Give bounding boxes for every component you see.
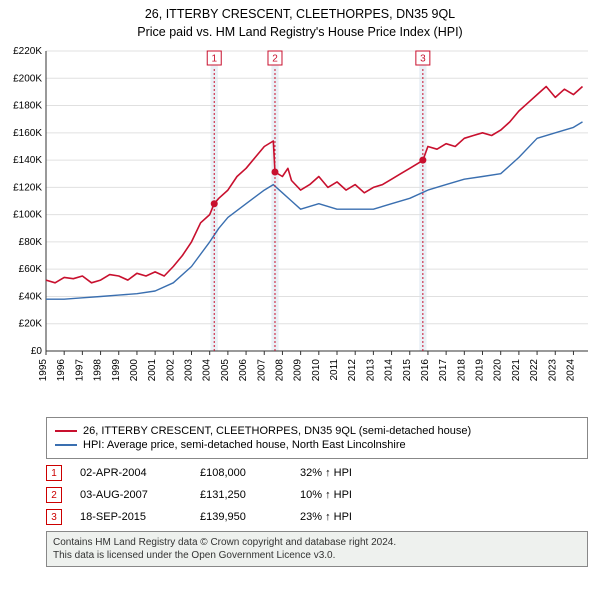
svg-text:£180K: £180K [13,101,42,112]
svg-text:2011: 2011 [329,359,340,381]
marker-badge: 1 [46,465,62,481]
marker-row: 2 03-AUG-2007 £131,250 10% ↑ HPI [46,487,588,503]
marker-price: £131,250 [200,489,300,501]
svg-text:£40K: £40K [19,291,43,302]
svg-text:2008: 2008 [274,359,285,382]
svg-text:2021: 2021 [511,359,522,382]
legend-label: HPI: Average price, semi-detached house,… [83,439,406,451]
svg-text:2010: 2010 [311,359,322,382]
svg-text:£80K: £80K [19,237,43,248]
legend-swatch [55,444,77,446]
marker-delta: 23% ↑ HPI [300,511,420,523]
svg-text:2024: 2024 [565,359,576,382]
marker-row: 3 18-SEP-2015 £139,950 23% ↑ HPI [46,509,588,525]
svg-text:2000: 2000 [129,359,140,382]
svg-text:2007: 2007 [256,359,267,382]
marker-date: 03-AUG-2007 [80,489,200,501]
svg-text:2016: 2016 [420,359,431,382]
svg-text:£100K: £100K [13,210,42,221]
svg-text:1996: 1996 [56,359,67,382]
marker-badge: 3 [46,509,62,525]
legend: 26, ITTERBY CRESCENT, CLEETHORPES, DN35 … [46,417,588,459]
marker-price: £108,000 [200,467,300,479]
svg-text:£0: £0 [31,346,43,357]
svg-text:2013: 2013 [365,359,376,382]
svg-text:2019: 2019 [475,359,486,382]
svg-text:2003: 2003 [184,359,195,382]
chart-svg: £0 £20K £40K £60K £80K £100K £120K £140K £160K £1… [0,43,600,413]
svg-text:3: 3 [420,54,426,65]
legend-swatch [55,430,77,432]
chart-plot: £0 £20K £40K £60K £80K £100K £120K £140K £160K £1… [0,43,600,413]
legend-item: HPI: Average price, semi-detached house,… [55,439,579,451]
chart-container: 26, ITTERBY CRESCENT, CLEETHORPES, DN35 … [0,0,600,567]
footer: Contains HM Land Registry data © Crown c… [46,531,588,567]
marker-delta: 10% ↑ HPI [300,489,420,501]
title-block: 26, ITTERBY CRESCENT, CLEETHORPES, DN35 … [0,0,600,43]
svg-text:1997: 1997 [74,359,85,382]
svg-text:2020: 2020 [493,359,504,382]
marker-date: 02-APR-2004 [80,467,200,479]
svg-text:2006: 2006 [238,359,249,382]
title-line-2: Price paid vs. HM Land Registry's House … [0,24,600,42]
svg-text:2001: 2001 [147,359,158,382]
svg-text:£160K: £160K [13,128,42,139]
svg-text:2014: 2014 [384,359,395,382]
svg-text:2009: 2009 [293,359,304,382]
svg-text:£140K: £140K [13,155,42,166]
title-line-1: 26, ITTERBY CRESCENT, CLEETHORPES, DN35 … [0,6,600,24]
svg-text:1999: 1999 [111,359,122,382]
svg-text:£200K: £200K [13,73,42,84]
svg-text:1: 1 [211,54,217,65]
footer-line-1: Contains HM Land Registry data © Crown c… [53,536,581,549]
svg-text:2002: 2002 [165,359,176,382]
footer-line-2: This data is licensed under the Open Gov… [53,549,581,562]
legend-item: 26, ITTERBY CRESCENT, CLEETHORPES, DN35 … [55,425,579,437]
legend-label: 26, ITTERBY CRESCENT, CLEETHORPES, DN35 … [83,425,471,437]
svg-text:2012: 2012 [347,359,358,382]
marker-price: £139,950 [200,511,300,523]
svg-text:£220K: £220K [13,46,42,57]
marker-delta: 32% ↑ HPI [300,467,420,479]
svg-text:2015: 2015 [402,359,413,382]
svg-text:1998: 1998 [93,359,104,382]
svg-text:2017: 2017 [438,359,449,382]
marker-badge: 2 [46,487,62,503]
markers-table: 1 02-APR-2004 £108,000 32% ↑ HPI 2 03-AU… [46,465,588,525]
svg-text:£60K: £60K [19,264,43,275]
svg-text:2004: 2004 [202,359,213,382]
svg-text:2005: 2005 [220,359,231,382]
svg-text:2023: 2023 [547,359,558,382]
svg-text:2022: 2022 [529,359,540,382]
marker-date: 18-SEP-2015 [80,511,200,523]
svg-text:£20K: £20K [19,319,43,330]
svg-text:2018: 2018 [456,359,467,382]
marker-row: 1 02-APR-2004 £108,000 32% ↑ HPI [46,465,588,481]
svg-text:1995: 1995 [38,359,49,382]
svg-text:2: 2 [272,54,278,65]
svg-text:£120K: £120K [13,182,42,193]
